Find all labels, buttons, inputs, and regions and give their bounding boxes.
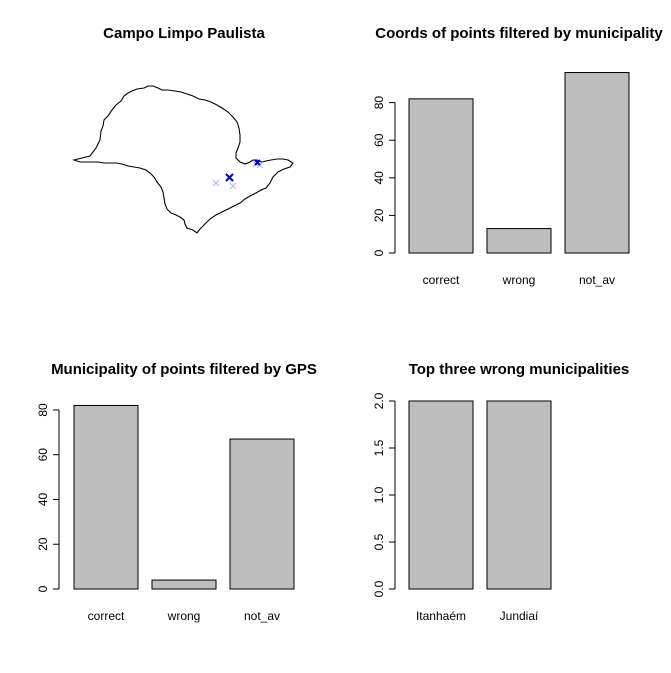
bar bbox=[73, 404, 139, 590]
category-label: not_av bbox=[579, 273, 615, 287]
point-marker bbox=[212, 179, 220, 187]
y-tick-label: 60 bbox=[372, 133, 386, 147]
map-title: Campo Limpo Paulista bbox=[103, 25, 265, 42]
y-tick-label: 0 bbox=[36, 585, 50, 592]
bar bbox=[151, 579, 217, 590]
chart-title: Municipality of points filtered by GPS bbox=[51, 361, 317, 378]
category-label: correct bbox=[88, 609, 125, 623]
y-tick-label: 1.5 bbox=[372, 439, 386, 456]
bar-panel-1: Coords of points filtered by municipalit… bbox=[372, 25, 663, 287]
category-label: correct bbox=[423, 273, 460, 287]
y-tick-label: 20 bbox=[36, 537, 50, 551]
bar bbox=[408, 98, 474, 254]
bar bbox=[564, 72, 630, 254]
map-panel: Campo Limpo Paulista bbox=[72, 25, 294, 234]
point-marker bbox=[229, 182, 237, 190]
chart-title: Coords of points filtered by municipalit… bbox=[375, 25, 663, 42]
bar bbox=[486, 400, 552, 590]
y-tick-label: 40 bbox=[372, 171, 386, 185]
category-label: not_av bbox=[244, 609, 280, 623]
category-label: wrong bbox=[167, 609, 201, 623]
bar bbox=[486, 228, 552, 254]
y-tick-label: 20 bbox=[372, 208, 386, 222]
y-tick-label: 0 bbox=[372, 249, 386, 256]
y-tick-label: 0.0 bbox=[372, 580, 386, 597]
y-tick-label: 0.5 bbox=[372, 533, 386, 550]
bar-panel-3: Top three wrong municipalities Itanhaém Ju… bbox=[372, 361, 629, 623]
bar bbox=[229, 438, 295, 590]
y-tick-label: 60 bbox=[36, 448, 50, 462]
state-outline bbox=[72, 85, 294, 234]
category-label: Itanhaém bbox=[416, 609, 466, 623]
bar-panel-2: Municipality of points filtered by GPS co… bbox=[36, 361, 317, 623]
category-label: wrong bbox=[502, 273, 536, 287]
y-tick-label: 80 bbox=[36, 403, 50, 417]
highlight-marker bbox=[254, 159, 261, 166]
y-tick-label: 80 bbox=[372, 96, 386, 110]
highlight-points bbox=[225, 159, 261, 182]
y-tick-label: 2.0 bbox=[372, 392, 386, 409]
y-tick-label: 1.0 bbox=[372, 486, 386, 503]
y-tick-label: 40 bbox=[36, 492, 50, 506]
bar bbox=[408, 400, 474, 590]
chart-title: Top three wrong municipalities bbox=[409, 361, 630, 378]
category-label: Jundiaí bbox=[500, 609, 539, 623]
highlight-marker bbox=[225, 173, 234, 182]
